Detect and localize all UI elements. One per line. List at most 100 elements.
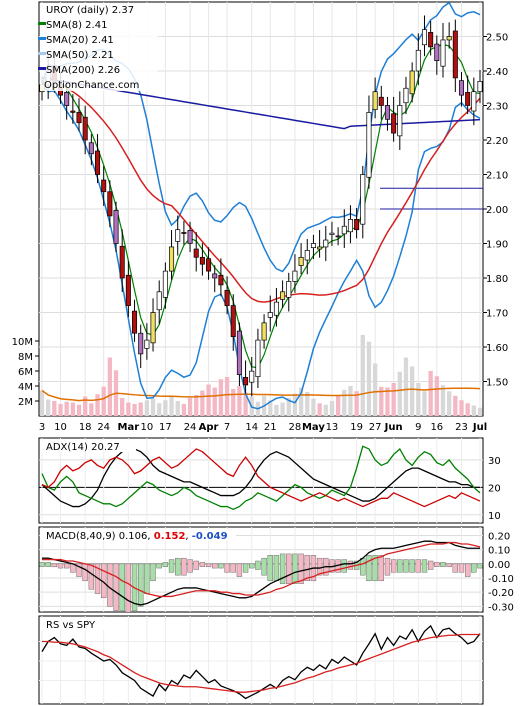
volume-bar [311, 398, 316, 416]
volume-bar [194, 395, 199, 416]
volume-bar [46, 399, 51, 416]
adx-grid [39, 438, 483, 523]
volume-bar [305, 392, 310, 416]
candle-body [119, 245, 125, 279]
candle-body [452, 30, 458, 79]
candle-body [261, 322, 267, 341]
volume-bar [471, 405, 476, 416]
volume-tick-label: 6M [18, 367, 33, 378]
volume-bar [317, 403, 322, 416]
candle-body [403, 87, 409, 104]
adx-label-bg [40, 440, 136, 452]
candle-body [378, 96, 384, 106]
macd-histogram-bar [384, 557, 391, 576]
macd-histogram-bar [415, 559, 421, 573]
macd-histogram-bar [434, 562, 440, 567]
volume-bar [120, 398, 125, 416]
candle-body [150, 312, 156, 344]
candle-body [477, 80, 483, 93]
macd-histogram-bar [267, 555, 273, 582]
macd-histogram-bar [76, 563, 82, 577]
candle-body [230, 305, 236, 338]
candle-body [298, 256, 304, 266]
macd-histogram-bar [64, 563, 70, 569]
volume-bar [446, 391, 452, 416]
macd-y-axis: 0.20 0.10 0.00 -0.10 -0.20 -0.30 [488, 532, 514, 614]
volume-bar [360, 335, 365, 416]
macd-value: 0.152 [154, 531, 186, 542]
candle-body [138, 332, 144, 355]
candle-body [440, 39, 446, 67]
candle-body [323, 239, 329, 248]
macd-histogram-bar [446, 563, 452, 568]
macd-histogram-bar [292, 553, 298, 584]
volume-bar [477, 407, 483, 416]
volume-bar [422, 391, 427, 416]
price-tick-label: 2.00 [486, 205, 508, 216]
macd-histogram-bar [230, 563, 236, 573]
candle-body [317, 246, 323, 250]
adx-y-axis: 30 20 10 [488, 456, 501, 522]
volume-tick-label: 4M [18, 382, 33, 393]
volume-bar [348, 386, 353, 416]
macd-histogram-bar [88, 563, 95, 590]
candle-body [113, 210, 119, 244]
macd-histogram-bar [341, 559, 347, 573]
candle-body [162, 270, 168, 298]
macd-histogram-bar [403, 559, 409, 573]
price-y-axis: 2.50 2.40 2.30 2.20 2.10 2.00 1.90 1.80 1.70 1.60… [483, 33, 508, 389]
candle-body [366, 112, 372, 178]
volume-tick-label: 2M [18, 397, 33, 408]
macd-histogram-bar [45, 562, 51, 567]
volume-bar [465, 403, 470, 416]
date-tick-label: 24 [97, 422, 110, 433]
volume-bar [372, 363, 378, 416]
macd-tick-label: -0.10 [488, 574, 514, 585]
macd-histogram-bar [205, 563, 212, 568]
legend-sma200: SMA(200) 2.26 [46, 65, 120, 76]
bollinger-lower-band [41, 84, 481, 410]
volume-bar [280, 402, 285, 416]
date-tick-label: 13 [326, 422, 339, 433]
macd-histogram-bar [199, 562, 206, 567]
macd-histogram-bar [316, 557, 323, 576]
price-legend: UROY (daily) 2.37 SMA(8) 2.41 SMA(20) 2.… [38, 3, 158, 91]
macd-histogram-bar [372, 555, 378, 582]
candle-body [255, 339, 261, 378]
macd-separator: , [185, 531, 191, 542]
macd-histogram-bar [168, 559, 175, 573]
volume-y-axis: 10M 8M 6M 4M 2M [12, 337, 39, 408]
volume-bar [354, 391, 359, 416]
volume-bar [169, 396, 174, 416]
rs-label-bg [40, 618, 106, 630]
watermark: OptionChance.com [44, 80, 139, 91]
macd-tick-label: 0.10 [488, 546, 510, 557]
date-tick-label: 7 [224, 422, 230, 433]
adx-tick-label: 10 [488, 511, 501, 522]
date-tick-label: 27 [369, 422, 382, 433]
macd-params: MACD(8,40,9) 0.106, [46, 531, 151, 542]
volume-bar [428, 371, 433, 416]
volume-average-line [41, 387, 481, 402]
date-tick-label: Mar [118, 422, 140, 433]
macd-histogram-bar [107, 563, 113, 607]
macd-histogram-bar [125, 563, 132, 612]
macd-histogram-bar [150, 563, 156, 582]
price-tick-label: 1.90 [486, 240, 508, 251]
macd-histogram-bar [181, 557, 187, 576]
adx-tick-label: 20 [488, 483, 501, 494]
candle-body [280, 291, 286, 300]
macd-histogram-bar [304, 555, 310, 582]
volume-bar [379, 386, 384, 416]
volume-bar [163, 400, 168, 416]
candle-body [199, 256, 205, 265]
macd-histogram-bar [212, 563, 218, 569]
price-tick-label: 2.40 [486, 67, 508, 78]
candle-body [384, 105, 390, 120]
candle-body [132, 310, 138, 334]
macd-histogram-bar [144, 563, 150, 594]
volume-bar [150, 398, 156, 416]
volume-bar [403, 357, 409, 416]
candle-body [82, 116, 88, 141]
